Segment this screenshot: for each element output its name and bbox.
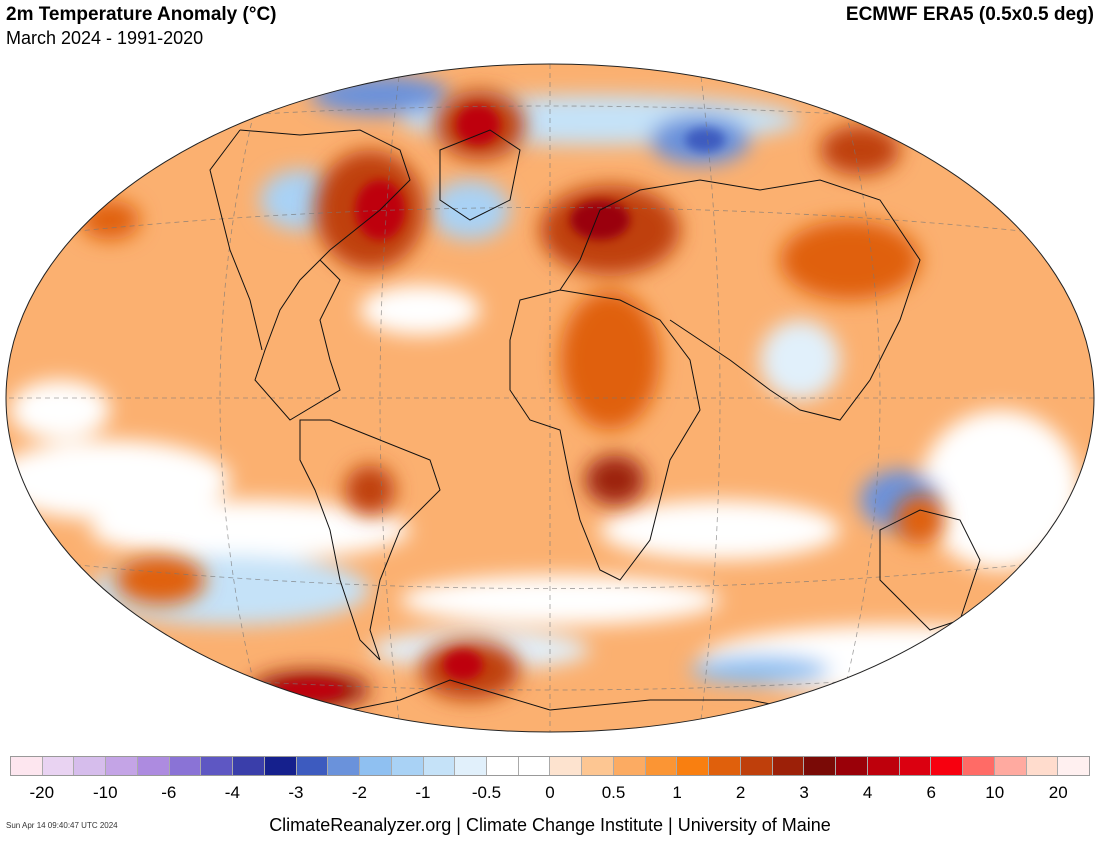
colorbar-tick-label: 4 [862,783,873,802]
colorbar-swatch [423,757,456,775]
colorbar-swatch [169,757,202,775]
colorbar-swatch [550,757,583,775]
colorbar-swatch [328,757,361,775]
colorbar-tick-label: -2 [351,783,367,802]
colorbar-tick-label: 6 [926,783,936,802]
colorbar-tick-label: -20 [29,783,55,802]
world-map [0,60,1100,736]
colorbar-swatch [677,757,710,775]
colorbar [10,756,1090,776]
title-block: 2m Temperature Anomaly (°C) March 2024 -… [6,4,277,50]
colorbar-swatch [106,757,138,775]
colorbar-swatch [233,757,265,775]
colorbar-tick-label: 2 [735,783,746,802]
colorbar-swatch [137,757,170,775]
colorbar-swatch [11,757,43,775]
colorbar-swatch [582,757,614,775]
anomaly-field [6,64,1094,732]
colorbar-tick-label: 0 [545,783,555,802]
colorbar-swatch [613,757,646,775]
colorbar-swatch [804,757,837,775]
colorbar-swatch [201,757,234,775]
colorbar-tick-label: 1 [672,783,682,802]
colorbar-swatch [1058,757,1089,775]
colorbar-swatch [487,757,519,775]
generated-timestamp: Sun Apr 14 09:40:47 UTC 2024 [6,821,118,830]
colorbar-swatch [994,757,1027,775]
colorbar-tick-label: 20 [1048,783,1068,802]
colorbar-tick-label: -6 [161,783,177,802]
colorbar-tick-label: -3 [288,783,304,802]
colorbar-swatch [645,757,678,775]
colorbar-swatch [931,757,964,775]
colorbar-swatch [740,757,773,775]
colorbar-swatch [360,757,392,775]
colorbar-swatch [899,757,932,775]
map-svg [5,63,1095,733]
colorbar-swatch [963,757,995,775]
colorbar-swatch [42,757,75,775]
colorbar-swatch [1026,757,1059,775]
colorbar-swatch [772,757,805,775]
colorbar-swatch [709,757,741,775]
colorbar-swatch [74,757,107,775]
colorbar-tick-label: 0.5 [601,783,626,802]
credit-line: ClimateReanalyzer.org | Climate Change I… [269,815,831,835]
map-title: 2m Temperature Anomaly (°C) [6,4,277,25]
colorbar-tick-label: -0.5 [471,783,502,802]
map-outline [5,63,1095,733]
colorbar-tick-label: -4 [224,783,240,802]
colorbar-swatch [296,757,329,775]
colorbar-tick-label: -10 [92,783,118,802]
colorbar-swatch [455,757,488,775]
colorbar-swatch [518,757,551,775]
dataset-label: ECMWF ERA5 (0.5x0.5 deg) [845,4,1094,25]
colorbar-ticks: -20 -10 -6 -4 -3 -2 -1 -0.5 0 0.5 1 2 3 4 6 10 20 [0,783,1100,805]
colorbar-swatch [391,757,424,775]
colorbar-tick-label: 3 [799,783,809,802]
colorbar-tick-label: -1 [415,783,431,802]
colorbar-tick-label: 10 [985,783,1005,802]
colorbar-swatch [836,757,868,775]
colorbar-swatch [264,757,297,775]
colorbar-swatch [867,757,900,775]
map-subtitle: March 2024 - 1991-2020 [6,28,204,48]
